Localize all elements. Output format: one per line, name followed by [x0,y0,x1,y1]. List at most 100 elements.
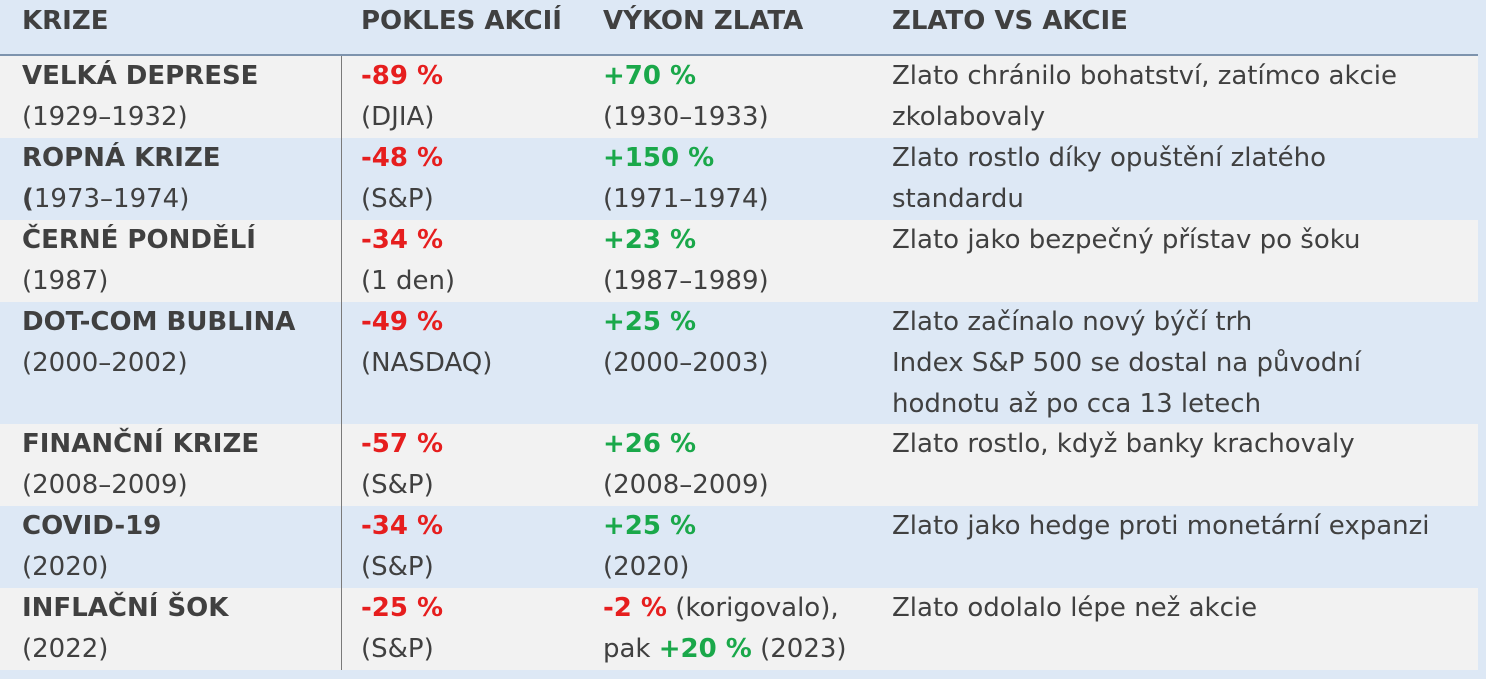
header-stock-drop: POKLES AKCIÍ [361,6,562,36]
crisis-cell: DOT-COM BUBLINA (2000–2002) [22,302,295,384]
stock-drop-cell: -34 % (S&P) [361,506,443,588]
comparison-note: Zlato rostlo díky opuštění zlatého [892,143,1326,173]
header-crisis: KRIZE [22,6,109,36]
gold-change-value: +23 % [603,225,697,255]
gold-cell: -2 % (korigovalo), pak +20 % (2023) [603,588,847,670]
gold-change-value: +70 % [603,61,697,91]
table-row: FINANČNÍ KRIZE (2008–2009) -57 % (S&P) +… [0,424,1478,506]
comparison-note: Zlato chránilo bohatství, zatímco akcie [892,61,1398,91]
gold-change-note: (korigovalo), [666,593,839,623]
stock-drop-cell: -25 % (S&P) [361,588,443,670]
stock-drop-value: -25 % [361,593,444,623]
gold-change-line: -2 % (korigovalo), [603,588,847,629]
comparison-cell: Zlato jako hedge proti monetární expanzi [892,506,1430,547]
gold-later-prefix: pak [603,634,659,664]
stock-drop-cell: -34 % (1 den) [361,220,455,302]
gold-period: (2000–2003) [603,348,769,378]
gold-cell: +23 % (1987–1989) [603,220,769,302]
crisis-name: ČERNÉ PONDĚLÍ [22,225,256,255]
stock-drop-value: -89 % [361,61,444,91]
crisis-name: COVID-19 [22,511,162,541]
comparison-cell: Zlato rostlo díky opuštění zlatého stand… [892,138,1326,220]
crisis-period: (1987) [22,266,109,296]
crisis-name: INFLAČNÍ ŠOK [22,593,229,623]
table-header: KRIZE POKLES AKCIÍ VÝKON ZLATA ZLATO VS … [0,0,1486,52]
gold-later-line: pak +20 % (2023) [603,629,847,670]
crisis-cell: ČERNÉ PONDĚLÍ (1987) [22,220,256,302]
comparison-note: zkolabovaly [892,102,1046,132]
comparison-note: Zlato jako hedge proti monetární expanzi [892,511,1430,541]
crisis-period-bracket: ( [22,184,34,214]
crisis-name: VELKÁ DEPRESE [22,61,259,91]
table-row: COVID-19 (2020) -34 % (S&P) +25 % (2020)… [0,506,1478,588]
comparison-cell: Zlato začínalo nový býčí trh Index S&P 5… [892,302,1361,425]
comparison-cell: Zlato odolalo lépe než akcie [892,588,1257,629]
table-row: ROPNÁ KRIZE (1973–1974) -48 % (S&P) +150… [0,138,1478,220]
crisis-name: DOT-COM BUBLINA [22,307,296,337]
stock-drop-value: -57 % [361,429,444,459]
gold-period: (1930–1933) [603,102,769,132]
stock-drop-cell: -48 % (S&P) [361,138,443,220]
crisis-cell: VELKÁ DEPRESE (1929–1932) [22,56,258,138]
stock-drop-cell: -57 % (S&P) [361,424,443,506]
gold-change-value: +25 % [603,511,697,541]
table-row: VELKÁ DEPRESE (1929–1932) -89 % (DJIA) +… [0,56,1478,138]
stock-drop-cell: -49 % (NASDAQ) [361,302,492,384]
table-row: INFLAČNÍ ŠOK (2022) -25 % (S&P) -2 % (ko… [0,588,1478,670]
crisis-cell: FINANČNÍ KRIZE (2008–2009) [22,424,259,506]
stock-drop-value: -34 % [361,511,444,541]
crisis-period: (2020) [22,552,109,582]
crisis-period-line: (1973–1974) [22,179,221,220]
crisis-period: (2008–2009) [22,470,188,500]
comparison-note: standardu [892,184,1024,214]
crisis-name: FINANČNÍ KRIZE [22,429,260,459]
stock-index: (NASDAQ) [361,348,493,378]
gold-period: (2008–2009) [603,470,769,500]
gold-later-change: +20 % [658,634,752,664]
stock-drop-value: -49 % [361,307,444,337]
stock-index: (DJIA) [361,102,435,132]
stock-index: (1 den) [361,266,456,296]
gold-cell: +26 % (2008–2009) [603,424,769,506]
crisis-cell: ROPNÁ KRIZE (1973–1974) [22,138,221,220]
gold-cell: +25 % (2000–2003) [603,302,769,384]
crisis-period: (1929–1932) [22,102,188,132]
comparison-cell: Zlato rostlo, když banky krachovaly [892,424,1355,465]
stock-drop-value: -48 % [361,143,444,173]
comparison-note: Index S&P 500 se dostal na původní [892,348,1361,378]
comparison-note: Zlato jako bezpečný přístav po šoku [892,225,1361,255]
comparison-note: Zlato rostlo, když banky krachovaly [892,429,1355,459]
crisis-cell: COVID-19 (2020) [22,506,161,588]
gold-change-value: -2 % [603,593,667,623]
crisis-cell: INFLAČNÍ ŠOK (2022) [22,588,228,670]
crisis-period: (2000–2002) [22,348,188,378]
gold-cell: +150 % (1971–1974) [603,138,769,220]
comparison-note: Zlato odolalo lépe než akcie [892,593,1258,623]
gold-change-value: +150 % [603,143,715,173]
gold-period: (1971–1974) [603,184,769,214]
crisis-name: ROPNÁ KRIZE [22,143,221,173]
gold-cell: +70 % (1930–1933) [603,56,769,138]
stock-index: (S&P) [361,634,434,664]
gold-period: (2020) [603,552,690,582]
column-divider [341,56,342,670]
table-row: ČERNÉ PONDĚLÍ (1987) -34 % (1 den) +23 %… [0,220,1478,302]
header-gold-performance: VÝKON ZLATA [603,6,804,36]
crisis-period: 1973–1974) [33,184,190,214]
table-row: DOT-COM BUBLINA (2000–2002) -49 % (NASDA… [0,302,1478,424]
gold-change-value: +26 % [603,429,697,459]
gold-change-value: +25 % [603,307,697,337]
stock-index: (S&P) [361,470,434,500]
gold-period: (1987–1989) [603,266,769,296]
stock-index: (S&P) [361,184,434,214]
comparison-note: Zlato začínalo nový býčí trh [892,307,1253,337]
comparison-note: hodnotu až po cca 13 letech [892,389,1262,419]
comparison-cell: Zlato jako bezpečný přístav po šoku [892,220,1360,261]
header-gold-vs-stocks: ZLATO VS AKCIE [892,6,1128,36]
crisis-period: (2022) [22,634,109,664]
gold-later-period: (2023) [751,634,847,664]
stock-drop-value: -34 % [361,225,444,255]
stock-drop-cell: -89 % (DJIA) [361,56,443,138]
gold-cell: +25 % (2020) [603,506,696,588]
